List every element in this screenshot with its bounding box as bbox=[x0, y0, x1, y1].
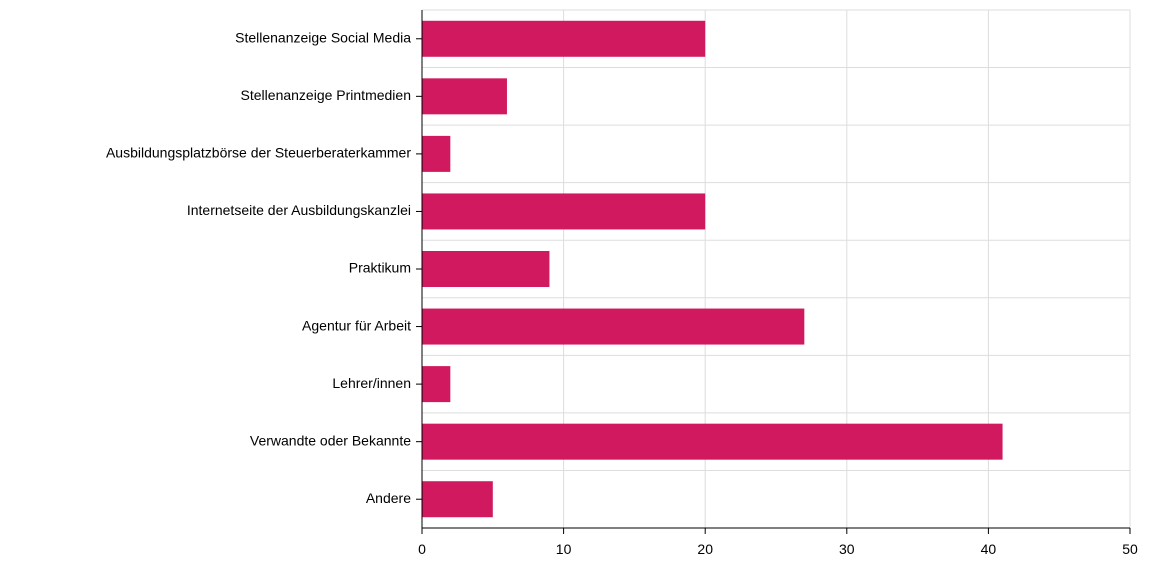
x-tick-label: 10 bbox=[556, 541, 572, 557]
x-tick-label: 0 bbox=[418, 541, 426, 557]
x-tick-label: 20 bbox=[697, 541, 713, 557]
y-tick-label: Stellenanzeige Printmedien bbox=[241, 87, 411, 103]
x-tick-label: 40 bbox=[981, 541, 997, 557]
bar bbox=[422, 308, 805, 345]
bar bbox=[422, 481, 493, 518]
y-tick-label: Andere bbox=[366, 490, 411, 506]
y-tick-label: Internetseite der Ausbildungskanzlei bbox=[187, 202, 411, 218]
bar bbox=[422, 251, 550, 287]
y-tick-label: Lehrer/innen bbox=[332, 375, 411, 391]
bar bbox=[422, 78, 507, 115]
x-tick-label: 50 bbox=[1122, 541, 1138, 557]
bars bbox=[422, 20, 1003, 518]
y-tick-label: Stellenanzeige Social Media bbox=[235, 29, 411, 45]
bar bbox=[422, 20, 706, 57]
bar bbox=[422, 366, 451, 403]
bar bbox=[422, 135, 451, 172]
grid bbox=[422, 9, 1131, 528]
bar bbox=[422, 193, 706, 230]
y-tick-label: Agentur für Arbeit bbox=[302, 317, 411, 333]
labels: Stellenanzeige Social Media Stellenanzeig… bbox=[106, 29, 1138, 557]
bar bbox=[422, 423, 1003, 460]
y-tick-label: Verwandte oder Bekannte bbox=[250, 432, 411, 448]
x-tick-label: 30 bbox=[839, 541, 855, 557]
y-tick-label: Ausbildungsplatzbörse der Steuerberaterk… bbox=[106, 145, 411, 161]
y-tick-label: Praktikum bbox=[349, 260, 411, 276]
axes bbox=[416, 10, 1131, 534]
